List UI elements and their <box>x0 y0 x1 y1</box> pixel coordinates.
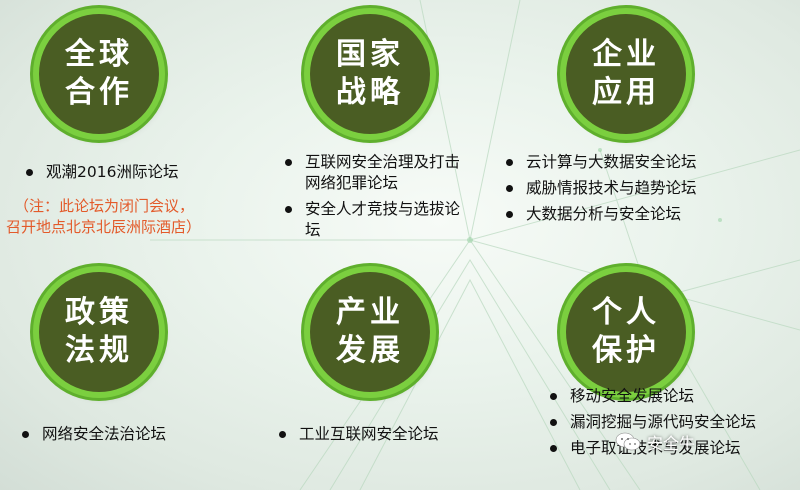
list-item: 移动安全发展论坛 <box>548 386 788 407</box>
forum-list-industry-development: 工业互联网安全论坛 <box>277 424 517 450</box>
list-item: 漏洞挖掘与源代码安全论坛 <box>548 412 788 433</box>
badge-title-line: 企业 <box>592 37 660 72</box>
badge-industry-development: 产业 发展 <box>310 272 430 392</box>
badge-title-line: 个人 <box>592 295 660 330</box>
forum-list-personal-protection: 移动安全发展论坛 漏洞挖掘与源代码安全论坛 电子取证技术与发展论坛 <box>548 386 788 464</box>
wechat-icon <box>615 432 641 451</box>
list-item: 安全人才竞技与选拔论坛 <box>283 199 463 241</box>
badge-title-line: 国家 <box>336 37 404 72</box>
note-line: （注：此论坛为闭门会议， <box>14 197 195 215</box>
badge-title-line: 发展 <box>336 333 404 368</box>
badge-title-line: 全球 <box>65 37 133 72</box>
list-item: 大数据分析与安全论坛 <box>504 204 794 225</box>
list-item: 工业互联网安全论坛 <box>277 424 517 445</box>
list-item: 观潮2016洲际论坛 <box>24 162 264 183</box>
badge-title-line: 保护 <box>592 333 660 368</box>
badge-title-line: 应用 <box>592 75 660 110</box>
note-line: 召开地点北京北辰洲际酒店） <box>6 218 202 236</box>
forum-list-national-strategy: 互联网安全治理及打击网络犯罪论坛 安全人才竞技与选拔论坛 <box>283 152 463 246</box>
forum-list-global-cooperation: 观潮2016洲际论坛 <box>24 162 264 188</box>
list-item: 威胁情报技术与趋势论坛 <box>504 178 794 199</box>
badge-enterprise-application: 企业 应用 <box>566 14 686 134</box>
forum-list-enterprise-application: 云计算与大数据安全论坛 威胁情报技术与趋势论坛 大数据分析与安全论坛 <box>504 152 794 230</box>
list-item: 电子取证技术与发展论坛 <box>548 438 788 459</box>
badge-title-line: 政策 <box>65 295 133 330</box>
badge-policy-regulation: 政策 法规 <box>39 272 159 392</box>
closed-meeting-note: （注：此论坛为闭门会议， 召开地点北京北辰洲际酒店） <box>6 196 296 238</box>
badge-title-line: 法规 <box>65 333 133 368</box>
list-item: 互联网安全治理及打击网络犯罪论坛 <box>283 152 463 194</box>
watermark-text: 安全牛 <box>647 434 696 453</box>
badge-personal-protection: 个人 保护 <box>566 272 686 392</box>
badge-title-line: 合作 <box>65 75 133 110</box>
badge-title-line: 战略 <box>336 75 404 110</box>
forum-list-policy-regulation: 网络安全法治论坛 <box>20 424 260 450</box>
badge-national-strategy: 国家 战略 <box>310 14 430 134</box>
badge-global-cooperation: 全球 合作 <box>39 14 159 134</box>
badge-title-line: 产业 <box>336 295 404 330</box>
list-item: 云计算与大数据安全论坛 <box>504 152 794 173</box>
list-item: 网络安全法治论坛 <box>20 424 260 445</box>
wechat-watermark: 安全牛 <box>615 430 695 454</box>
